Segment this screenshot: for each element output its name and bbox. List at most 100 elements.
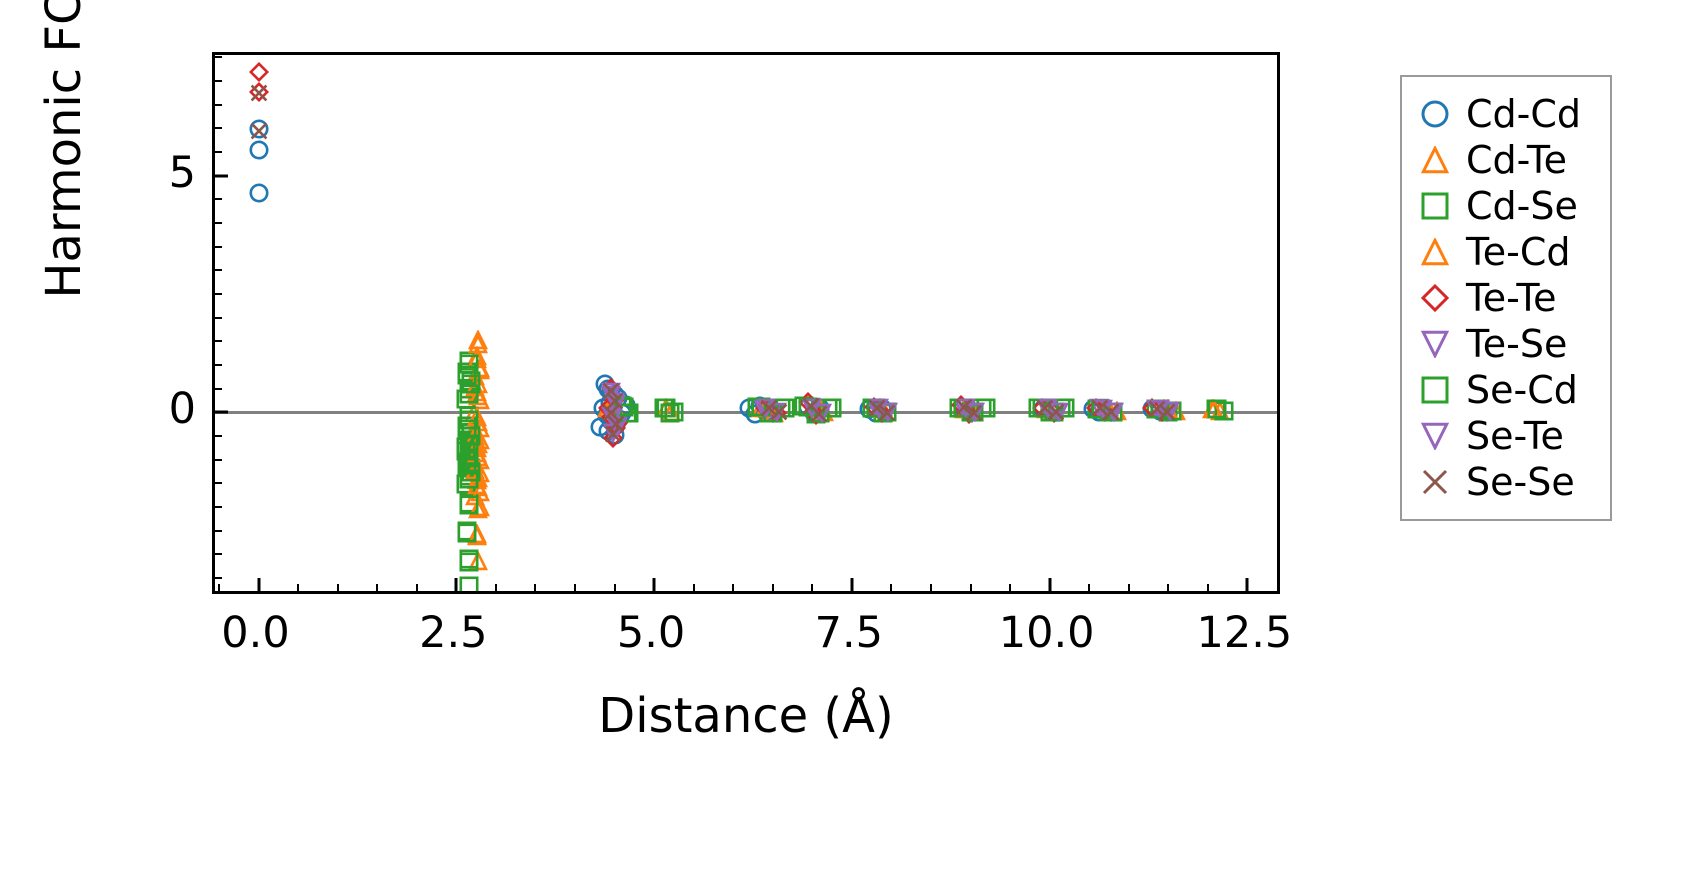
scatter-point [866, 403, 886, 427]
triangle-up-icon [1412, 137, 1458, 183]
scatter-point [465, 458, 486, 484]
scatter-point [606, 414, 626, 438]
scatter-point [470, 449, 491, 474]
scatter-point [461, 423, 481, 447]
legend-item-te-se[interactable]: Te-Se [1412, 321, 1598, 367]
scatter-point [595, 374, 615, 398]
scatter-point [459, 384, 479, 408]
scatter-point [597, 405, 617, 429]
scatter-point [459, 434, 479, 458]
scatter-point [753, 398, 774, 422]
x-minor-tick [732, 584, 735, 592]
scatter-point [863, 396, 885, 421]
x-major-tick [1048, 578, 1052, 592]
scatter-point [761, 401, 782, 427]
legend-item-cd-cd[interactable]: Cd-Cd [1412, 91, 1598, 137]
legend-item-label: Se-Se [1466, 460, 1575, 504]
scatter-point [875, 402, 896, 426]
y-minor-tick [214, 435, 222, 438]
x-major-tick [652, 578, 656, 592]
x-minor-tick [969, 584, 972, 592]
scatter-point [461, 462, 481, 486]
scatter-point [601, 406, 622, 430]
scatter-point [605, 385, 625, 409]
legend-item-se-se[interactable]: Se-Se [1412, 459, 1598, 505]
scatter-point [660, 403, 680, 427]
scatter-point [249, 83, 269, 107]
scatter-point [470, 356, 491, 382]
scatter-point [612, 403, 632, 427]
scatter-point [798, 397, 818, 421]
scatter-point [603, 397, 623, 421]
y-minor-tick [214, 529, 222, 532]
scatter-point [794, 396, 814, 420]
x-icon [1412, 459, 1458, 505]
y-minor-tick [214, 482, 222, 485]
scatter-point [751, 397, 771, 421]
scatter-point [606, 418, 627, 442]
y-tick-label: 5 [168, 147, 196, 198]
scatter-point [466, 381, 487, 406]
x-minor-tick [573, 584, 576, 592]
scatter-point [1094, 402, 1116, 426]
legend-item-cd-se[interactable]: Cd-Se [1412, 183, 1598, 229]
scatter-point [609, 412, 630, 436]
scatter-point [614, 397, 634, 421]
scatter-point [606, 394, 627, 418]
scatter-point [463, 454, 484, 479]
scatter-point [818, 398, 838, 422]
legend-item-label: Te-Te [1466, 276, 1557, 320]
y-major-tick [214, 174, 228, 178]
x-minor-tick [1206, 584, 1209, 592]
scatter-point [607, 416, 628, 440]
scatter-point [759, 403, 779, 427]
chart-legend[interactable]: Cd-Cd Cd-Te Cd-Se Te-Cd Te-Te Te-Se Se-Cd Se-Te… [1400, 75, 1612, 521]
y-minor-tick [214, 458, 222, 461]
scatter-point [617, 403, 637, 427]
scatter-point [800, 397, 821, 421]
scatter-point [466, 523, 487, 548]
scatter-point [459, 469, 479, 493]
x-major-tick [850, 578, 854, 592]
scatter-point [606, 415, 627, 439]
x-minor-tick [217, 584, 220, 592]
scatter-point [867, 398, 887, 422]
scatter-point [664, 402, 684, 426]
x-minor-tick [376, 584, 379, 592]
scatter-point [1043, 402, 1064, 427]
y-minor-tick [214, 364, 222, 367]
scatter-point [798, 397, 818, 421]
scatter-point [468, 333, 489, 358]
x-minor-tick [1009, 584, 1012, 592]
scatter-point [468, 498, 489, 523]
scatter-point [461, 426, 481, 450]
scatter-point [601, 411, 621, 435]
scatter-point [466, 525, 487, 550]
scatter-point [950, 394, 972, 419]
scatter-point [600, 377, 621, 402]
scatter-point [750, 396, 771, 422]
x-minor-tick [890, 584, 893, 592]
x-minor-tick [1167, 584, 1170, 592]
legend-item-cd-te[interactable]: Cd-Te [1412, 137, 1598, 183]
legend-item-te-cd[interactable]: Te-Cd [1412, 229, 1598, 275]
legend-item-label: Te-Se [1466, 322, 1568, 366]
scatter-point [808, 403, 829, 427]
scatter-point [465, 425, 486, 450]
y-minor-tick [214, 222, 222, 225]
x-minor-tick [336, 584, 339, 592]
scatter-point [1151, 402, 1172, 426]
scatter-point [750, 396, 770, 420]
triangle-up-icon [1412, 229, 1458, 275]
diamond-icon [1412, 275, 1458, 321]
legend-item-te-te[interactable]: Te-Te [1412, 275, 1598, 321]
legend-item-se-cd[interactable]: Se-Cd [1412, 367, 1598, 413]
scatter-point [468, 466, 489, 492]
y-major-tick [214, 410, 228, 414]
scatter-point [1046, 402, 1066, 426]
legend-item-se-te[interactable]: Se-Te [1412, 413, 1598, 459]
y-minor-tick [214, 316, 222, 319]
y-tick-label: 0 [168, 384, 196, 435]
x-minor-tick [494, 584, 497, 592]
